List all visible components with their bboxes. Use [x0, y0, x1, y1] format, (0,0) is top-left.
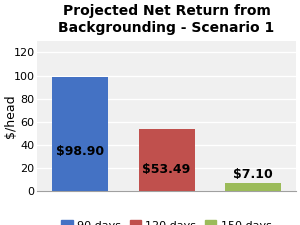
Text: $7.10: $7.10 [233, 168, 273, 181]
Bar [52, 77, 108, 191]
Legend: 90 days, 120 days, 150 days: 90 days, 120 days, 150 days [58, 217, 275, 225]
Y-axis label: $/head: $/head [4, 94, 17, 138]
Bar [225, 183, 281, 191]
Bar [139, 129, 195, 191]
Text: $53.49: $53.49 [142, 163, 191, 176]
Title: Projected Net Return from
Backgrounding - Scenario 1: Projected Net Return from Backgrounding … [58, 4, 275, 36]
Text: $98.90: $98.90 [56, 145, 104, 158]
